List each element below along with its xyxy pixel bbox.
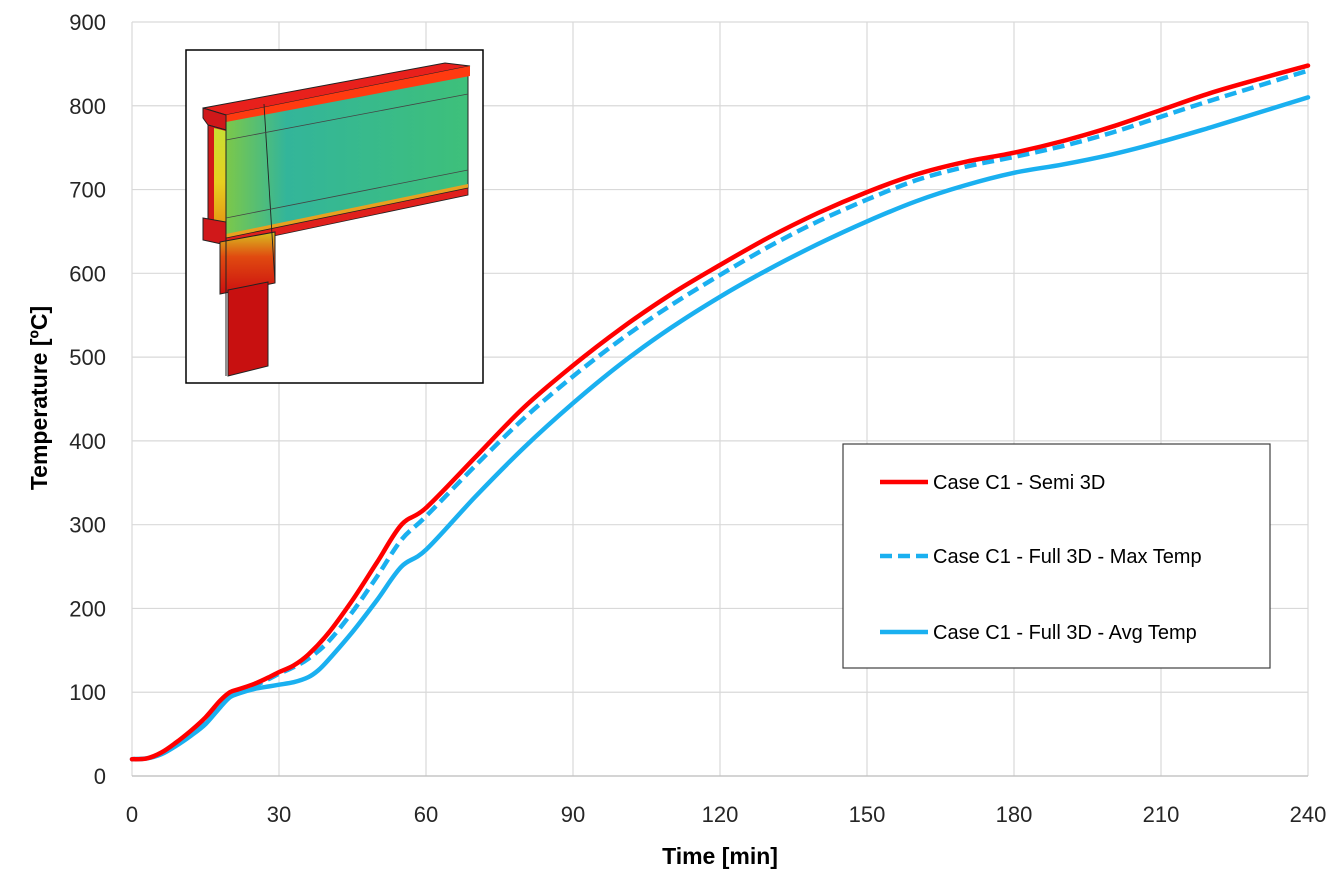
y-axis-title: Temperature [ºC] (26, 306, 52, 490)
legend-label-full-3d-max: Case C1 - Full 3D - Max Temp (933, 546, 1202, 568)
series-line-full-3d-avg (129, 95, 1311, 762)
y-tick-label-900: 900 (69, 10, 106, 35)
y-tick-label-100: 100 (69, 680, 106, 705)
y-tick-label-800: 800 (69, 94, 106, 119)
series-lines (129, 63, 1311, 762)
y-tick-label-400: 400 (69, 429, 106, 454)
inset-thermal-image (185, 49, 484, 384)
y-tick-label-700: 700 (69, 178, 106, 203)
legend: Case C1 - Semi 3D Case C1 - Full 3D - Ma… (842, 443, 1271, 669)
x-tick-label-210: 210 (1143, 802, 1180, 827)
y-tick-label-200: 200 (69, 596, 106, 621)
x-tick-label-90: 90 (561, 802, 585, 827)
x-tick-labels: 0 30 60 90 120 150 180 210 240 (126, 802, 1326, 827)
x-tick-label-60: 60 (414, 802, 438, 827)
x-tick-label-0: 0 (126, 802, 138, 827)
y-tick-labels: 0 100 200 300 400 500 600 700 800 900 (69, 10, 106, 789)
y-tick-label-500: 500 (69, 345, 106, 370)
x-tick-label-240: 240 (1290, 802, 1327, 827)
legend-label-semi-3d: Case C1 - Semi 3D (933, 472, 1105, 494)
legend-label-full-3d-avg: Case C1 - Full 3D - Avg Temp (933, 622, 1197, 644)
series-line-semi-3d (129, 63, 1311, 762)
x-axis-title: Time [min] (662, 843, 778, 869)
y-tick-label-300: 300 (69, 513, 106, 538)
y-tick-label-0: 0 (94, 764, 106, 789)
x-tick-label-30: 30 (267, 802, 291, 827)
x-tick-label-180: 180 (996, 802, 1033, 827)
x-tick-label-150: 150 (849, 802, 886, 827)
x-tick-label-120: 120 (702, 802, 739, 827)
y-tick-label-600: 600 (69, 261, 106, 286)
